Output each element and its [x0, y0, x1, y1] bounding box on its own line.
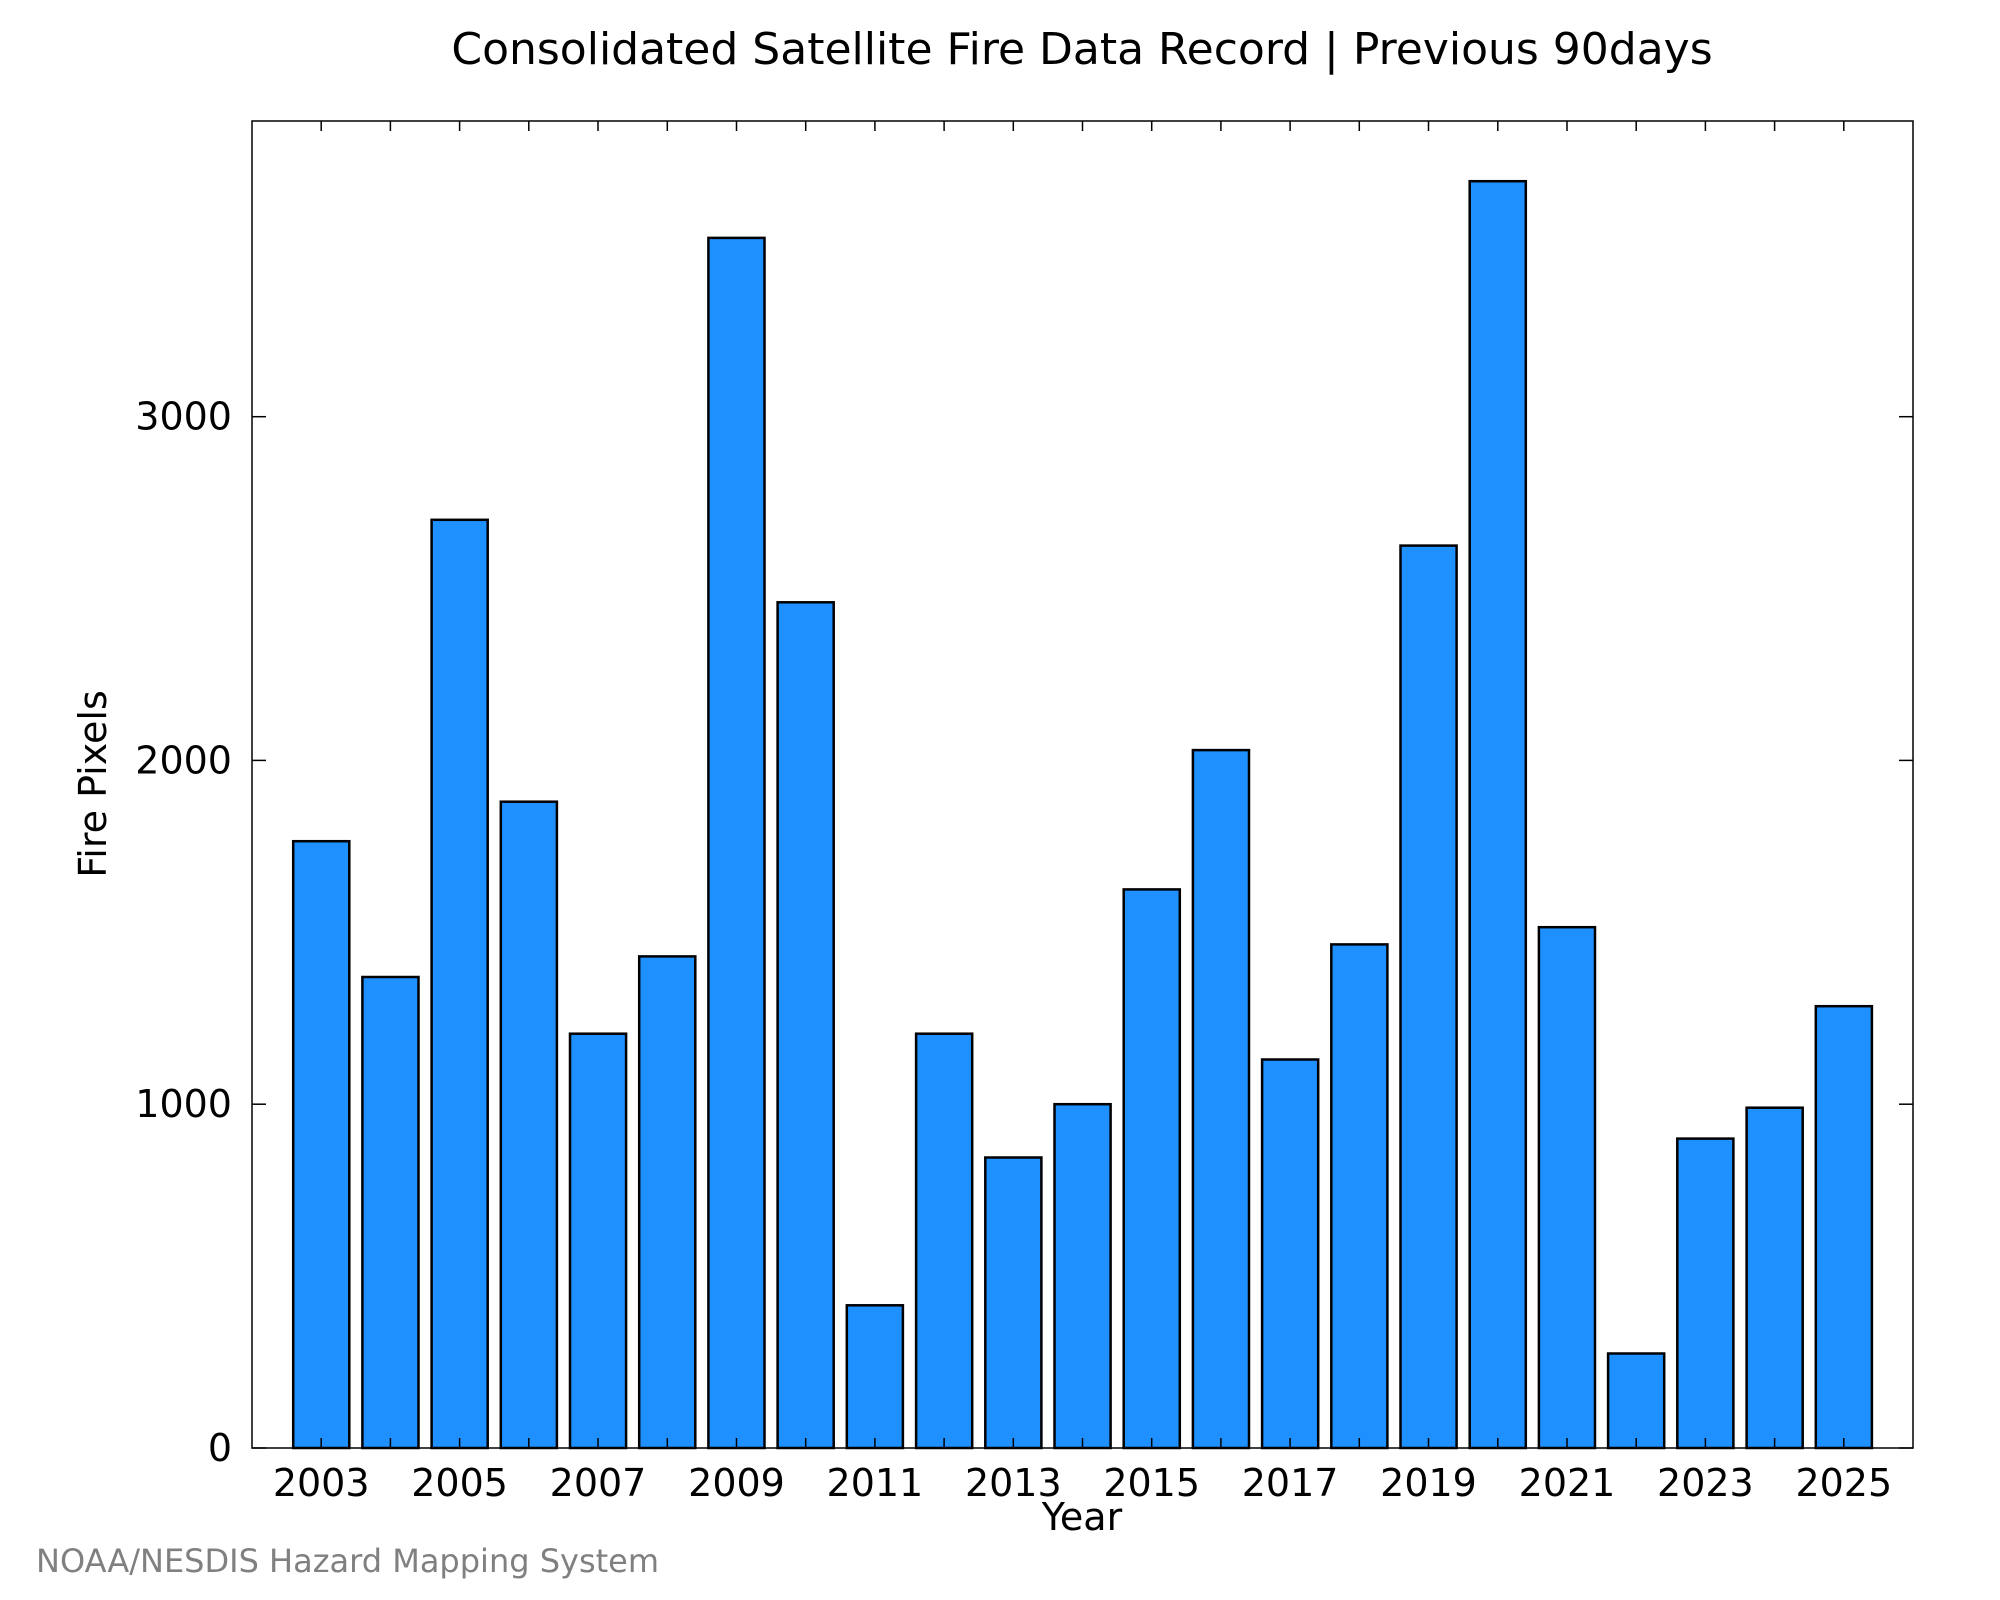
x-axis-label: Year	[1041, 1495, 1123, 1539]
bar-2024	[1745, 1106, 1804, 1450]
bar-2009	[707, 236, 766, 1450]
bar-2016	[1191, 748, 1251, 1450]
y-tick-label-2000: 2000	[135, 738, 232, 782]
y-tick-label-3000: 3000	[135, 395, 232, 439]
bar-2022	[1606, 1352, 1666, 1450]
x-tick-label-2007: 2007	[550, 1461, 647, 1505]
bar-2006	[499, 800, 559, 1450]
x-tick-label-2015: 2015	[1103, 1461, 1200, 1505]
credit-text: NOAA/NESDIS Hazard Mapping System	[36, 1542, 659, 1580]
plot-frame	[251, 120, 1914, 1449]
x-tick-label-2017: 2017	[1242, 1461, 1339, 1505]
x-tick-label-2019: 2019	[1380, 1461, 1477, 1505]
x-tick-label-2011: 2011	[827, 1461, 924, 1505]
bar-2021	[1537, 925, 1597, 1450]
bar-2011	[845, 1304, 905, 1450]
x-tick-label-2013: 2013	[965, 1461, 1062, 1505]
y-tick-label-1000: 1000	[135, 1082, 232, 1126]
x-tick-label-2009: 2009	[688, 1461, 785, 1505]
bar-2004	[361, 975, 420, 1450]
bar-2017	[1260, 1058, 1320, 1450]
bar-2025	[1814, 1004, 1874, 1450]
x-tick-label-2005: 2005	[411, 1461, 508, 1505]
x-tick-labels: 2003 2005 2007 2009 2011 2013 2015 2017 2019 2021…	[273, 1461, 1892, 1505]
x-tick-label-2025: 2025	[1795, 1461, 1892, 1505]
x-tick-label-2021: 2021	[1519, 1461, 1616, 1505]
bar-2005	[430, 518, 489, 1450]
x-tick-label-2023: 2023	[1657, 1461, 1754, 1505]
bar-2003	[291, 839, 351, 1450]
bar-2014	[1053, 1102, 1112, 1450]
chart-title: Consolidated Satellite Fire Data Record …	[451, 24, 1712, 75]
x-tick-label-2003: 2003	[273, 1461, 370, 1505]
y-tick-label-0: 0	[208, 1426, 232, 1470]
bar-2019	[1399, 544, 1458, 1450]
bar-2020	[1468, 179, 1528, 1450]
y-axis-label: Fire Pixels	[71, 690, 115, 878]
bar-2012	[914, 1032, 974, 1450]
bar-2018	[1330, 943, 1389, 1450]
bar-2010	[776, 601, 835, 1450]
bar-2023	[1676, 1137, 1735, 1450]
bar-2013	[984, 1156, 1043, 1450]
bar-2008	[637, 955, 697, 1450]
bar-2007	[568, 1032, 628, 1450]
y-tick-labels: 0 1000 2000 3000	[135, 395, 232, 1470]
bars-group	[291, 179, 1874, 1450]
bar-2015	[1122, 888, 1182, 1450]
